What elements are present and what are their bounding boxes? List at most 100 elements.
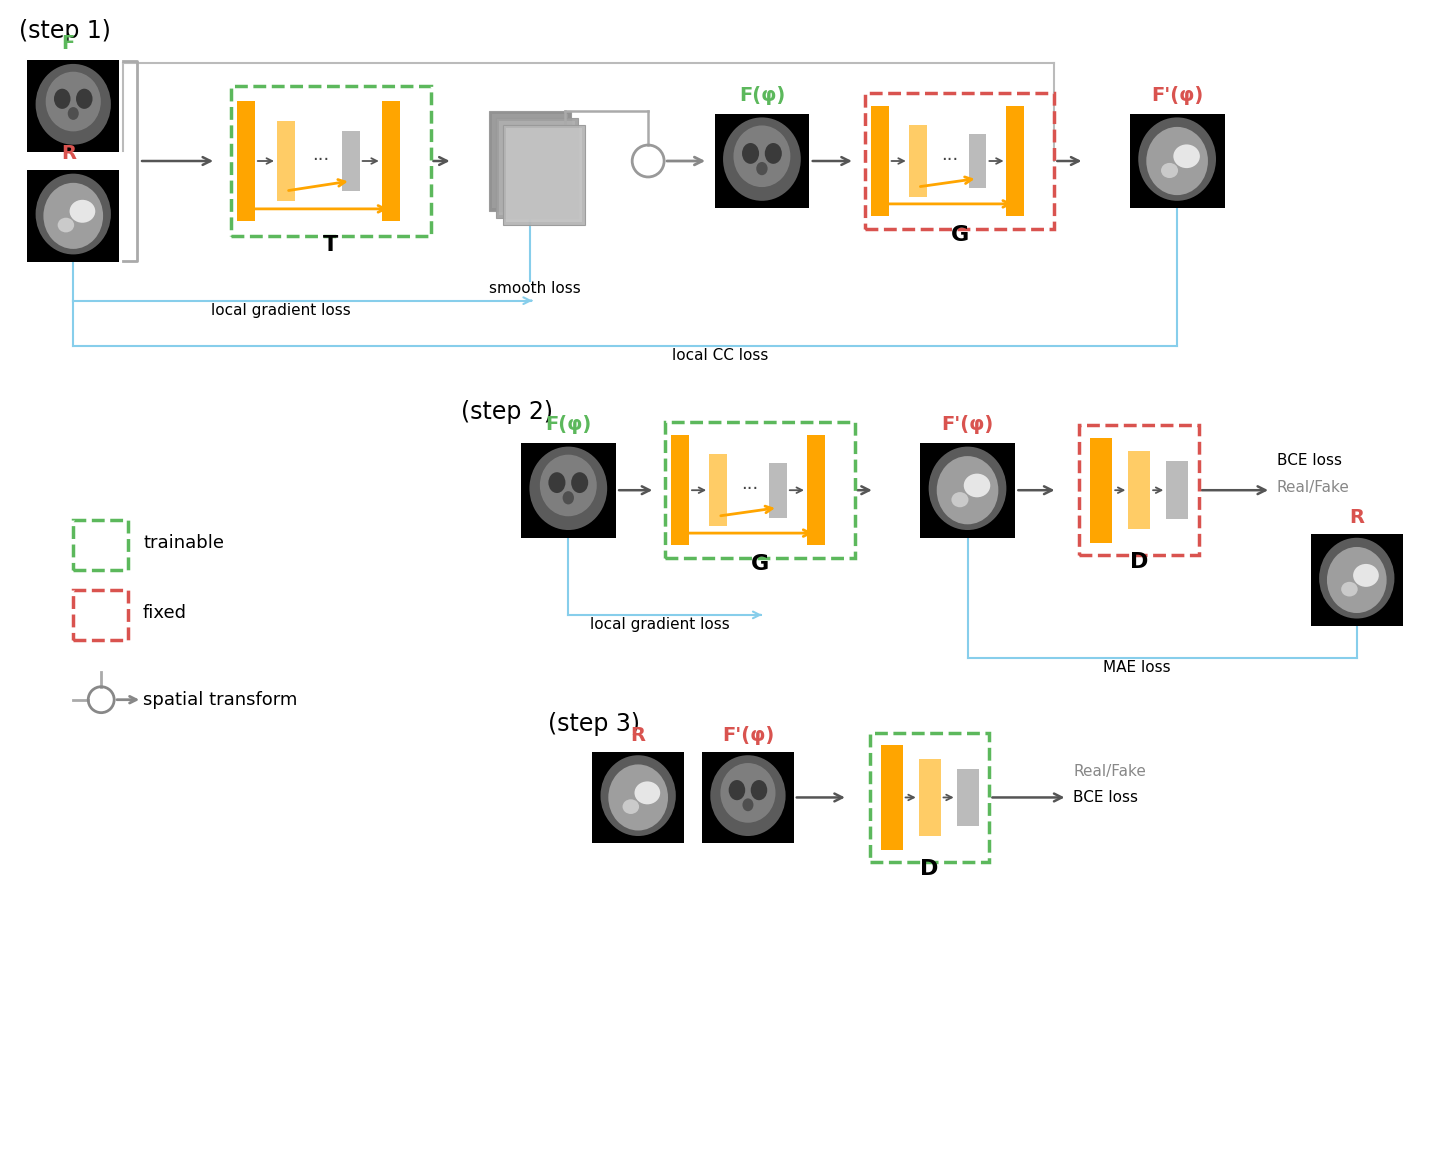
Bar xyxy=(504,125,585,225)
Ellipse shape xyxy=(623,799,639,814)
Bar xyxy=(918,759,941,836)
Bar xyxy=(710,454,727,526)
Text: Real/Fake: Real/Fake xyxy=(1073,764,1147,779)
Text: BCE loss: BCE loss xyxy=(1073,790,1138,805)
Text: R: R xyxy=(1350,508,1364,527)
Text: ...: ... xyxy=(741,475,759,493)
Ellipse shape xyxy=(743,798,753,811)
Ellipse shape xyxy=(68,107,78,120)
Bar xyxy=(507,128,582,222)
Ellipse shape xyxy=(1147,126,1208,196)
Text: local gradient loss: local gradient loss xyxy=(591,616,730,631)
Ellipse shape xyxy=(1173,145,1200,168)
Ellipse shape xyxy=(549,473,566,493)
Bar xyxy=(714,114,809,208)
Ellipse shape xyxy=(634,781,660,804)
Text: D: D xyxy=(1129,552,1148,572)
Bar xyxy=(489,112,572,210)
Bar xyxy=(670,436,689,545)
Bar xyxy=(1166,461,1189,519)
Bar xyxy=(769,462,786,518)
Bar xyxy=(870,106,889,216)
Ellipse shape xyxy=(723,117,801,201)
Bar xyxy=(382,101,400,221)
Bar xyxy=(497,118,578,217)
Bar xyxy=(957,768,979,827)
Bar xyxy=(1128,451,1150,529)
Text: T: T xyxy=(323,235,339,255)
Bar xyxy=(237,101,255,221)
Bar xyxy=(969,133,986,189)
Text: (step 3): (step 3) xyxy=(549,712,640,736)
Ellipse shape xyxy=(741,143,759,163)
Ellipse shape xyxy=(571,473,588,493)
Text: G: G xyxy=(752,554,769,574)
Ellipse shape xyxy=(530,446,607,530)
Bar xyxy=(1079,426,1199,555)
Bar xyxy=(1310,534,1403,626)
Ellipse shape xyxy=(750,780,767,800)
Text: ...: ... xyxy=(941,146,959,164)
Bar xyxy=(1006,106,1024,216)
Text: F: F xyxy=(62,34,75,53)
Bar xyxy=(277,121,295,201)
Ellipse shape xyxy=(1138,117,1216,201)
Ellipse shape xyxy=(756,162,767,175)
Text: F'(φ): F'(φ) xyxy=(941,415,993,435)
Bar xyxy=(74,590,127,639)
Ellipse shape xyxy=(601,756,676,836)
Bar xyxy=(28,170,119,262)
Text: BCE loss: BCE loss xyxy=(1277,453,1342,468)
Ellipse shape xyxy=(36,64,111,145)
Ellipse shape xyxy=(728,780,746,800)
Bar xyxy=(864,93,1054,229)
Ellipse shape xyxy=(54,89,71,109)
Ellipse shape xyxy=(1352,564,1378,586)
Ellipse shape xyxy=(711,756,786,836)
Ellipse shape xyxy=(765,143,782,163)
Bar xyxy=(492,114,568,208)
Text: R: R xyxy=(631,726,646,744)
Bar xyxy=(807,436,825,545)
Bar xyxy=(702,752,794,843)
Bar xyxy=(28,60,119,152)
Ellipse shape xyxy=(1319,538,1394,619)
Bar xyxy=(919,443,1015,537)
Text: local CC loss: local CC loss xyxy=(672,347,769,362)
Text: F'(φ): F'(φ) xyxy=(1151,86,1203,105)
Ellipse shape xyxy=(1326,547,1387,613)
Ellipse shape xyxy=(1161,163,1179,178)
Bar xyxy=(870,733,989,862)
Text: spatial transform: spatial transform xyxy=(143,691,297,708)
Text: G: G xyxy=(950,224,969,245)
Bar xyxy=(880,745,902,850)
Text: local gradient loss: local gradient loss xyxy=(211,302,350,317)
Ellipse shape xyxy=(937,457,998,524)
Text: F(φ): F(φ) xyxy=(546,415,591,435)
Bar xyxy=(230,86,430,236)
Ellipse shape xyxy=(964,474,990,497)
Text: fixed: fixed xyxy=(143,604,187,622)
Bar xyxy=(342,131,359,191)
Ellipse shape xyxy=(43,183,103,248)
Bar xyxy=(1129,114,1225,208)
Text: D: D xyxy=(921,859,938,880)
Bar xyxy=(521,443,615,537)
Ellipse shape xyxy=(734,125,791,187)
Ellipse shape xyxy=(70,200,96,223)
Bar xyxy=(592,752,683,843)
Bar xyxy=(500,121,575,215)
Text: MAE loss: MAE loss xyxy=(1103,660,1171,675)
Ellipse shape xyxy=(36,174,111,254)
Ellipse shape xyxy=(1341,582,1358,597)
Text: (step 2): (step 2) xyxy=(460,400,553,424)
Bar xyxy=(74,520,127,570)
Ellipse shape xyxy=(58,217,74,232)
Text: ...: ... xyxy=(313,146,329,164)
Bar xyxy=(909,125,927,197)
Text: trainable: trainable xyxy=(143,534,224,552)
Bar xyxy=(665,422,854,558)
Ellipse shape xyxy=(951,492,969,507)
Ellipse shape xyxy=(928,446,1006,530)
Ellipse shape xyxy=(563,491,573,505)
